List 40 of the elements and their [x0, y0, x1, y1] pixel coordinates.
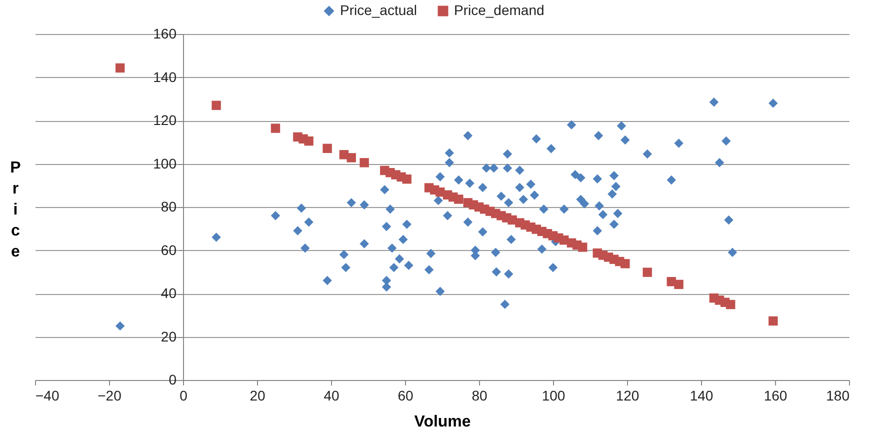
x-axis-title: Volume: [414, 414, 471, 430]
x-tick-label: 60: [398, 388, 414, 404]
x-tick-label: 80: [472, 388, 488, 404]
point: [270, 124, 280, 133]
x-tick-label: 100: [542, 388, 566, 404]
point: [212, 100, 221, 110]
point: [674, 280, 684, 290]
y-axis-title: Price: [10, 160, 22, 260]
x-tick-label: 160: [764, 388, 788, 404]
point: [346, 153, 356, 162]
point: [304, 136, 314, 146]
y-tick-label: 140: [153, 68, 177, 85]
x-tick-label: 0: [180, 388, 188, 404]
x-tick-label: 140: [690, 388, 714, 404]
x-tick-label: 120: [616, 388, 640, 404]
y-tick-label: 40: [160, 285, 177, 301]
point: [620, 259, 630, 268]
x-tick-label: 40: [324, 388, 340, 404]
x-tick-label: −20: [98, 388, 122, 404]
x-tick-label: −40: [36, 388, 60, 404]
legend-label: Price_actual: [340, 2, 418, 18]
y-tick-label: 120: [153, 112, 177, 128]
point: [726, 300, 736, 310]
point: [322, 144, 332, 154]
y-tick-label: 80: [160, 198, 177, 214]
point: [454, 194, 464, 204]
y-tick-label: 20: [160, 328, 177, 344]
point: [360, 158, 369, 168]
x-tick-label: 20: [250, 388, 266, 404]
point: [768, 316, 778, 326]
y-tick-label: 60: [160, 242, 177, 258]
point: [402, 174, 412, 184]
point: [578, 242, 588, 252]
legend-label: Price_demand: [454, 2, 544, 18]
y-tick-label: 100: [153, 155, 177, 172]
point: [642, 268, 652, 277]
y-tick-label: 160: [153, 26, 177, 42]
x-tick-label: 180: [826, 388, 850, 404]
y-tick-label: 0: [168, 372, 177, 388]
point: [115, 63, 125, 73]
